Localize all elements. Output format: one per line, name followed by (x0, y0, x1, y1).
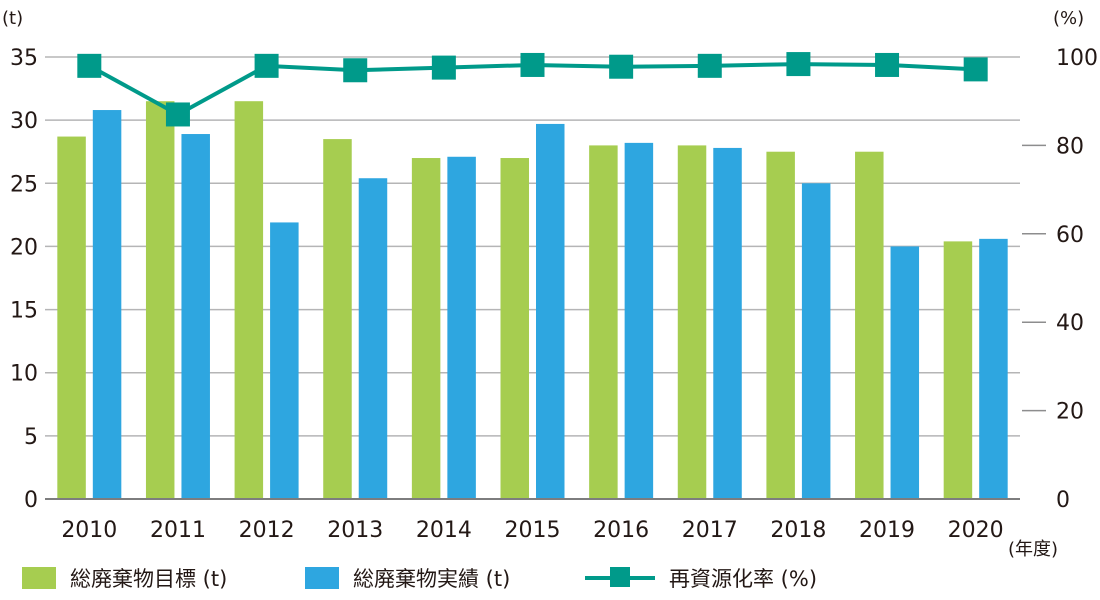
x-tick-label: 2019 (859, 518, 915, 543)
y-left-tick-label: 0 (24, 488, 38, 513)
axes: 0 5 10 15 20 25 30 35 0 20 40 60 80 100 2010 2011 2012 20… (10, 46, 1098, 543)
bar-actual (713, 147, 742, 499)
x-tick-label: 2016 (593, 518, 649, 543)
y-left-tick-label: 10 (10, 362, 38, 387)
x-tick-label: 2020 (948, 518, 1004, 543)
x-tick-label: 2015 (505, 518, 561, 543)
legend-swatch-actual (305, 567, 339, 589)
legend-line-rate (585, 567, 655, 589)
bar-target (411, 158, 441, 499)
y-left-unit: (t) (2, 8, 23, 29)
legend-item-rate: 再資源化率 (%) (585, 560, 817, 596)
y-right-unit: (%) (1053, 8, 1084, 29)
legend-item-target: 総廃棄物目標 (t) (22, 560, 227, 596)
bar-target (589, 145, 618, 499)
x-tick-label: 2018 (770, 518, 826, 543)
rate-marker (77, 53, 102, 78)
bar-actual (92, 110, 122, 499)
bar-actual (979, 238, 1008, 499)
legend-label-actual: 総廃棄物実績 (t) (353, 567, 511, 591)
y-left-tick-label: 35 (10, 46, 38, 71)
bar-target (57, 136, 86, 499)
rate-marker (254, 53, 279, 78)
x-axis-unit: (年度) (1008, 539, 1058, 560)
bar-actual (624, 142, 654, 500)
legend-item-actual: 総廃棄物実績 (t) (305, 560, 510, 596)
rate-marker (165, 102, 190, 127)
rate-marker (520, 52, 545, 77)
bar-target (145, 101, 175, 499)
x-tick-label: 2017 (682, 518, 738, 543)
bar-target (500, 158, 529, 499)
bar-actual (358, 178, 388, 499)
bar-target (677, 145, 707, 499)
rate-marker (697, 53, 722, 78)
bar-actual (890, 246, 920, 499)
y-right-tick-label: 60 (1056, 223, 1084, 248)
x-tick-label: 2014 (416, 518, 472, 543)
x-tick-label: 2013 (327, 518, 383, 543)
rate-marker (431, 55, 456, 80)
bar-actual (447, 156, 476, 499)
y-left-tick-label: 20 (10, 235, 38, 260)
legend-label-rate: 再資源化率 (%) (669, 567, 818, 591)
chart-plot: 0 5 10 15 20 25 30 35 0 20 40 60 80 100 2010 2011 2012 20… (2, 8, 1098, 560)
rate-marker (343, 58, 368, 83)
y-right-tick-label: 100 (1056, 46, 1098, 71)
rate-marker (875, 52, 900, 77)
y-left-tick-label: 5 (24, 425, 38, 450)
bar-target (855, 151, 884, 499)
bar-actual (181, 134, 210, 499)
x-tick-label: 2011 (150, 518, 206, 543)
legend-swatch-target (22, 567, 56, 589)
rate-marker (609, 54, 634, 79)
y-left-tick-label: 30 (10, 109, 38, 134)
legend-label-target: 総廃棄物目標 (t) (70, 567, 228, 591)
y-left-tick-label: 15 (10, 299, 38, 324)
bar-target (766, 151, 795, 499)
bar-target (234, 101, 264, 499)
bar-actual (536, 123, 565, 499)
x-tick-label: 2010 (61, 518, 117, 543)
x-tick-label: 2012 (239, 518, 295, 543)
rate-line (77, 52, 988, 127)
y-right-tick-label: 20 (1056, 400, 1084, 425)
bars (57, 101, 1008, 500)
bar-target (323, 139, 352, 500)
y-right-tick-label: 80 (1056, 134, 1084, 159)
y-left-tick-label: 25 (10, 172, 38, 197)
rate-marker (963, 57, 988, 82)
bar-actual (270, 222, 299, 500)
bar-actual (801, 183, 831, 500)
legend: 総廃棄物目標 (t) 総廃棄物実績 (t) 再資源化率 (%) (0, 560, 1100, 596)
y-right-tick-label: 40 (1056, 311, 1084, 336)
bar-target (943, 241, 973, 499)
y-right-tick-label: 0 (1056, 488, 1070, 513)
rate-marker (786, 52, 811, 77)
